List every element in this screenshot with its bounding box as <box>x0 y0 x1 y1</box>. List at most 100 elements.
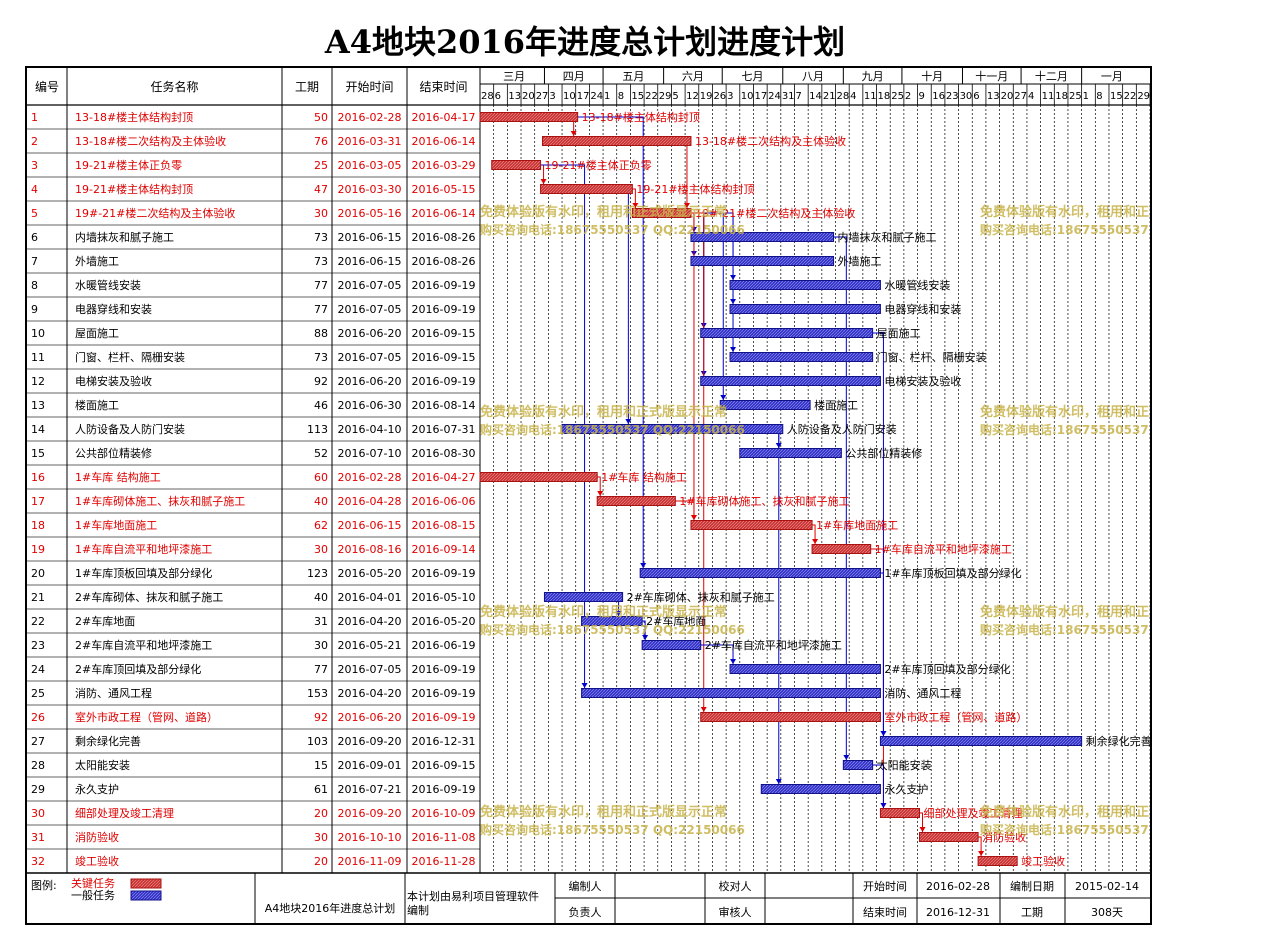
task-bar-label: 消防、通风工程 <box>884 686 961 700</box>
task-duration: 103 <box>307 735 328 748</box>
task-end: 2016-11-08 <box>412 831 476 844</box>
task-start: 2016-09-20 <box>338 807 402 820</box>
legend-normal-label: 一般任务 <box>71 889 115 902</box>
link-arrow <box>640 563 647 568</box>
week-tick-label: 18 <box>1055 91 1068 102</box>
task-bar-label: 1#车库砌体施工、抹灰和腻子施工 <box>679 494 849 508</box>
task-name: 细部处理及竣工清理 <box>75 806 174 820</box>
week-tick-label: 15 <box>1110 91 1123 102</box>
task-bar-label: 1#车库自流平和地坪漆施工 <box>875 542 1012 556</box>
legend-normal-swatch <box>130 890 162 901</box>
task-duration: 30 <box>314 543 328 556</box>
task-start: 2016-09-01 <box>338 759 402 772</box>
legend-critical-label: 关键任务 <box>71 876 115 890</box>
task-duration: 30 <box>314 639 328 652</box>
dependency-link <box>686 140 691 208</box>
task-id: 8 <box>31 279 38 292</box>
link-arrow <box>843 755 850 760</box>
task-duration: 88 <box>314 327 328 340</box>
dependency-link <box>978 836 982 856</box>
link-arrow <box>700 707 707 712</box>
footer-note-2: 编制 <box>407 903 429 917</box>
task-start: 2016-07-05 <box>338 279 402 292</box>
task-bar <box>760 784 881 794</box>
week-tick-label: 19 <box>700 91 713 102</box>
watermark-line1: 免费体验版有水印，租用和正式版显示正常 <box>980 804 1150 820</box>
dependency-link <box>872 332 884 736</box>
task-end: 2016-09-19 <box>412 567 476 580</box>
link-arrow <box>570 131 577 136</box>
footer-date: 2015-02-14 <box>1075 880 1139 893</box>
week-tick-label: 10 <box>741 91 754 102</box>
task-bar <box>700 328 874 338</box>
week-tick-label: 8 <box>1096 91 1102 102</box>
watermark-line2: 购买咨询电话:18675550537 QQ:22150066 <box>980 222 1150 237</box>
footer-compiler-label: 编制人 <box>569 879 602 893</box>
task-bar-label: 2#车库自流平和地坪漆施工 <box>705 638 842 652</box>
week-tick-label: 8 <box>618 91 624 102</box>
month-label: 四月 <box>563 70 585 83</box>
week-tick-label: 16 <box>932 91 945 102</box>
week-tick-label: 26 <box>713 91 726 102</box>
task-end: 2016-04-17 <box>412 111 476 124</box>
task-duration: 47 <box>314 183 328 196</box>
task-bar-label: 1#车库顶板回填及部分绿化 <box>884 566 1021 580</box>
month-label: 十月 <box>921 69 943 83</box>
task-bar-label: 剩余绿化完善 <box>1086 734 1150 748</box>
task-end: 2016-09-15 <box>412 759 476 772</box>
week-tick-label: 27 <box>536 91 549 102</box>
footer-end-label: 结束时间 <box>863 906 907 919</box>
task-start: 2016-08-16 <box>338 543 402 556</box>
task-bar-label: 2#车库砌体、抹灰和腻子施工 <box>627 590 775 604</box>
task-name: 屋面施工 <box>75 327 119 340</box>
month-label: 五月 <box>622 70 644 83</box>
task-name: 剩余绿化完善 <box>75 734 141 748</box>
week-tick-label: 3 <box>549 91 555 102</box>
task-bar <box>641 640 702 650</box>
task-name: 1#车库地面施工 <box>75 518 157 532</box>
task-end: 2016-09-19 <box>412 279 476 292</box>
watermark-line1: 免费体验版有水印，租用和正式版显示正常 <box>480 204 727 220</box>
task-start: 2016-04-28 <box>338 495 402 508</box>
dependency-link <box>690 212 705 712</box>
task-bar-label: 2#车库顶回填及部分绿化 <box>884 662 1010 676</box>
task-name: 内墙抹灰和腻子施工 <box>75 230 174 244</box>
task-duration: 60 <box>314 471 328 484</box>
task-duration: 30 <box>314 831 328 844</box>
task-duration: 40 <box>314 495 328 508</box>
task-id: 18 <box>31 519 45 532</box>
link-arrow <box>775 779 782 784</box>
header-id: 编号 <box>35 79 59 94</box>
task-bar-label: 竣工验收 <box>1021 854 1065 868</box>
task-id: 30 <box>31 807 45 820</box>
task-name: 13-18#楼主体结构封顶 <box>75 110 193 124</box>
task-bar-label: 19-21#楼主体正负零 <box>545 158 652 172</box>
task-end: 2016-06-14 <box>412 135 476 148</box>
footer-date-label: 编制日期 <box>1010 879 1054 893</box>
week-tick-label: 9 <box>919 91 925 102</box>
month-label: 十一月 <box>975 69 1008 83</box>
task-id: 13 <box>31 399 45 412</box>
task-name: 1#车库砌体施工、抹灰和腻子施工 <box>75 494 245 508</box>
task-id: 25 <box>31 687 45 700</box>
task-name: 19-21#楼主体结构封顶 <box>75 182 193 196</box>
month-label: 十二月 <box>1035 69 1068 83</box>
task-id: 9 <box>31 303 38 316</box>
task-end: 2016-09-19 <box>412 783 476 796</box>
task-start: 2016-07-21 <box>338 783 402 796</box>
task-bar-label: 电梯安装及验收 <box>884 374 961 388</box>
task-start: 2016-05-21 <box>338 639 402 652</box>
task-bar-label: 外墙施工 <box>838 254 882 268</box>
header-end: 结束时间 <box>419 80 467 94</box>
footer-reviewer-label: 审核人 <box>719 905 752 919</box>
task-end: 2016-08-14 <box>412 399 476 412</box>
task-end: 2016-12-31 <box>412 735 476 748</box>
week-tick-label: 13 <box>987 91 1000 102</box>
dependency-link <box>833 236 847 760</box>
task-start: 2016-05-16 <box>338 207 402 220</box>
task-id: 15 <box>31 447 45 460</box>
watermark-line2: 购买咨询电话:18675550537 QQ:22150066 <box>480 422 745 437</box>
task-name: 竣工验收 <box>75 854 119 868</box>
footer-owner-label: 负责人 <box>569 905 602 919</box>
